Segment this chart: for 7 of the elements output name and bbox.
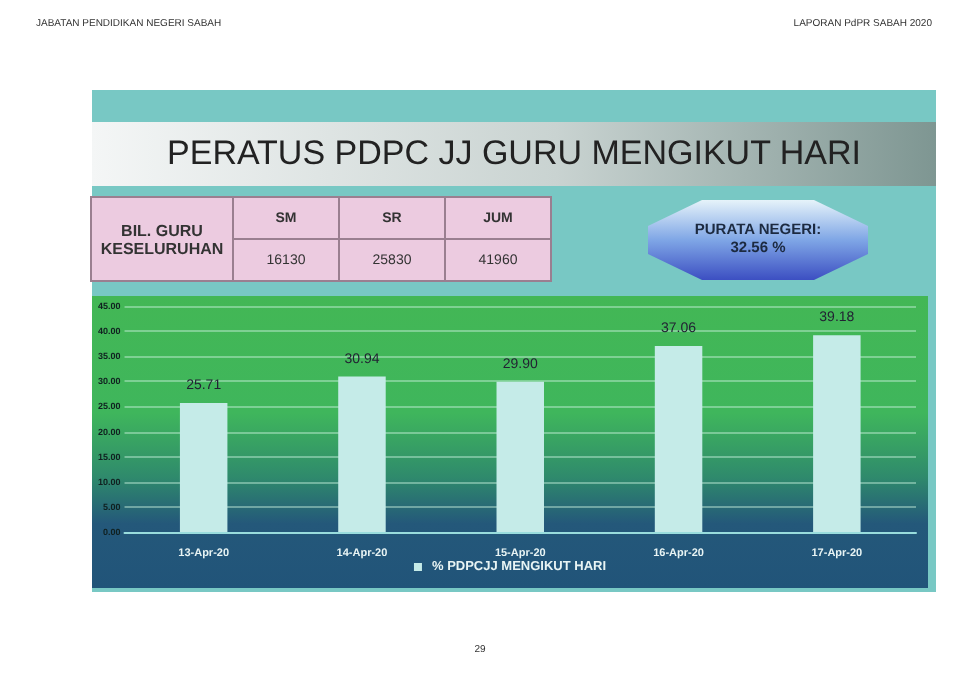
bar bbox=[654, 345, 703, 532]
chart-title: PERATUS PDPC JJ GURU MENGIKUT HARI bbox=[92, 122, 936, 186]
bar bbox=[179, 402, 228, 532]
bar bbox=[813, 335, 861, 532]
text: BIL. GURU KESELURUHAN bbox=[91, 197, 233, 281]
bar bbox=[338, 376, 386, 532]
bar bbox=[496, 381, 545, 532]
